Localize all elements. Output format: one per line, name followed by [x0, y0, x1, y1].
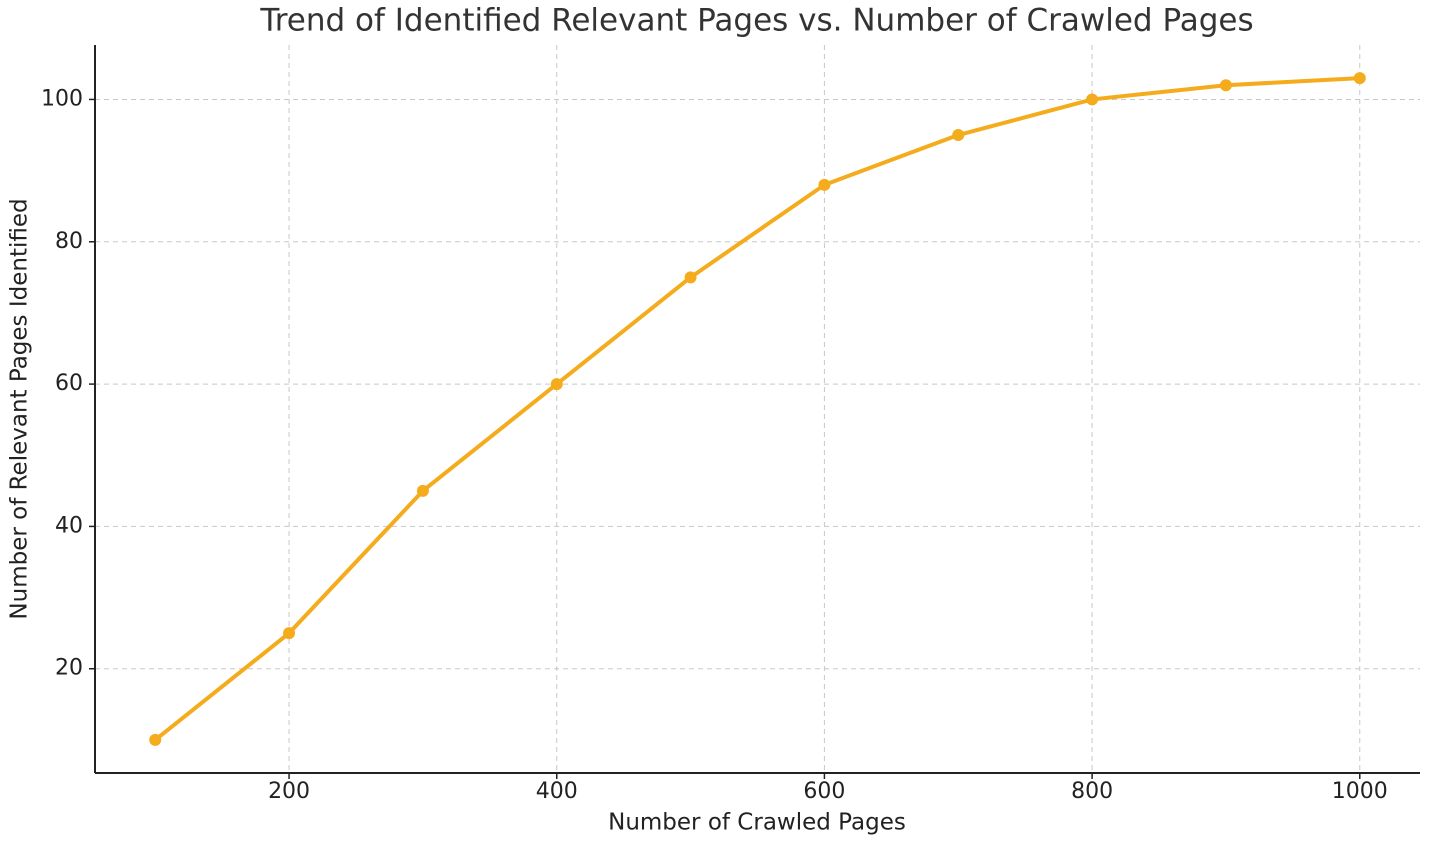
data-point: [684, 271, 697, 284]
data-point: [818, 178, 831, 191]
y-tick-label: 20: [55, 656, 83, 681]
y-tick-label: 40: [55, 513, 83, 538]
y-axis-label: Number of Relevant Pages Identified: [7, 198, 33, 619]
x-tick-label: 800: [1071, 779, 1113, 804]
x-axis-label: Number of Crawled Pages: [608, 810, 906, 836]
data-point: [952, 129, 965, 142]
data-point: [149, 733, 162, 746]
x-tick-label: 400: [536, 779, 578, 804]
x-tick-label: 1000: [1332, 779, 1388, 804]
data-point: [1353, 72, 1366, 85]
x-tick-label: 200: [268, 779, 310, 804]
y-tick-label: 60: [55, 371, 83, 396]
x-tick-label: 600: [803, 779, 845, 804]
y-tick-label: 100: [41, 86, 83, 111]
data-point: [416, 484, 429, 497]
data-point: [550, 378, 563, 391]
data-point: [1086, 93, 1099, 106]
chart-title: Trend of Identified Relevant Pages vs. N…: [259, 3, 1253, 39]
y-tick-label: 80: [55, 229, 83, 254]
series-line: [153, 76, 1360, 742]
data-point: [283, 627, 296, 640]
data-point: [1219, 79, 1232, 92]
